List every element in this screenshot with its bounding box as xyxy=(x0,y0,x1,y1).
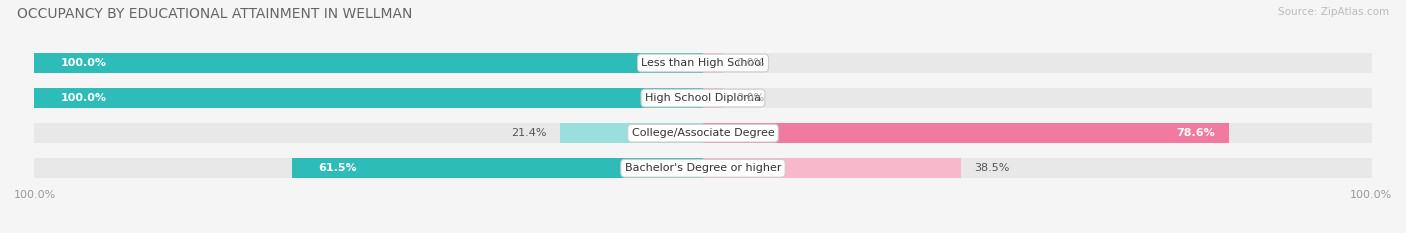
Text: Source: ZipAtlas.com: Source: ZipAtlas.com xyxy=(1278,7,1389,17)
Text: OCCUPANCY BY EDUCATIONAL ATTAINMENT IN WELLMAN: OCCUPANCY BY EDUCATIONAL ATTAINMENT IN W… xyxy=(17,7,412,21)
Bar xyxy=(703,158,960,178)
Bar xyxy=(34,123,703,143)
Text: 100.0%: 100.0% xyxy=(60,58,107,68)
Bar xyxy=(34,53,703,73)
Bar xyxy=(703,123,1229,143)
Text: 38.5%: 38.5% xyxy=(974,163,1010,173)
Text: College/Associate Degree: College/Associate Degree xyxy=(631,128,775,138)
Bar xyxy=(703,158,1372,178)
Text: 61.5%: 61.5% xyxy=(318,163,357,173)
Text: 21.4%: 21.4% xyxy=(510,128,547,138)
Bar xyxy=(703,53,1372,73)
Bar xyxy=(703,53,723,73)
Bar xyxy=(703,88,723,108)
Bar xyxy=(703,88,1372,108)
Text: Less than High School: Less than High School xyxy=(641,58,765,68)
Text: 100.0%: 100.0% xyxy=(1350,190,1392,200)
Text: 100.0%: 100.0% xyxy=(60,93,107,103)
Bar xyxy=(34,88,703,108)
Bar xyxy=(34,88,703,108)
Text: High School Diploma: High School Diploma xyxy=(645,93,761,103)
Text: 78.6%: 78.6% xyxy=(1177,128,1215,138)
Bar xyxy=(703,123,1372,143)
Bar xyxy=(291,158,703,178)
Text: Bachelor's Degree or higher: Bachelor's Degree or higher xyxy=(624,163,782,173)
Text: 0.0%: 0.0% xyxy=(737,93,765,103)
Bar xyxy=(34,158,703,178)
Text: 0.0%: 0.0% xyxy=(737,58,765,68)
Bar xyxy=(34,53,703,73)
Text: 100.0%: 100.0% xyxy=(14,190,56,200)
Bar xyxy=(560,123,703,143)
